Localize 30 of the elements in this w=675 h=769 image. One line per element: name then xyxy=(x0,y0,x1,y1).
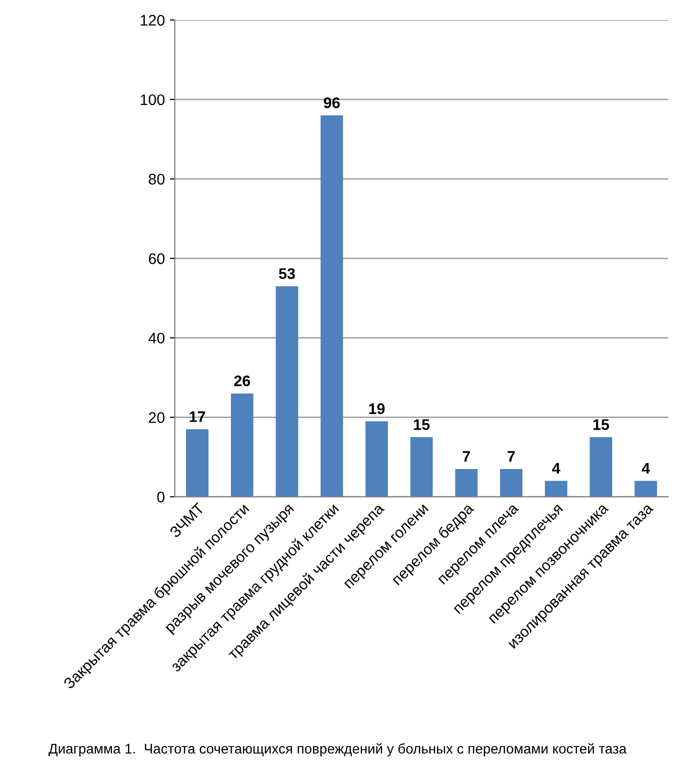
bar xyxy=(544,480,568,497)
bar xyxy=(410,437,433,497)
data-label: 26 xyxy=(234,375,250,386)
data-label: 7 xyxy=(508,451,515,462)
bar xyxy=(500,468,522,497)
y-tick-label: 20 xyxy=(148,412,165,423)
y-tick-label: 0 xyxy=(157,492,165,502)
data-label: 17 xyxy=(190,411,206,422)
data-label: 19 xyxy=(369,403,385,414)
data-label: 15 xyxy=(414,419,430,430)
data-label: 96 xyxy=(324,97,340,108)
bar xyxy=(455,468,478,497)
y-tick-label: 100 xyxy=(140,94,165,106)
data-label: 7 xyxy=(462,451,470,462)
y-tick-label: 80 xyxy=(148,174,165,185)
bar xyxy=(186,429,208,497)
bar xyxy=(320,115,344,497)
bar xyxy=(634,480,658,497)
data-label: 53 xyxy=(278,268,295,280)
bar xyxy=(590,437,612,497)
bar xyxy=(230,393,254,497)
data-label: 15 xyxy=(593,419,610,430)
y-tick-label: 40 xyxy=(148,332,165,344)
data-label: 4 xyxy=(552,463,560,474)
y-tick-label: 120 xyxy=(140,14,165,26)
bar xyxy=(365,421,388,497)
y-tick-label: 60 xyxy=(148,253,165,264)
text: Диаграмма 1. Частота сочетающихся повреждений у больных с переломами костей таза xyxy=(48,743,627,756)
data-label: 4 xyxy=(642,463,650,474)
bar xyxy=(276,286,298,497)
